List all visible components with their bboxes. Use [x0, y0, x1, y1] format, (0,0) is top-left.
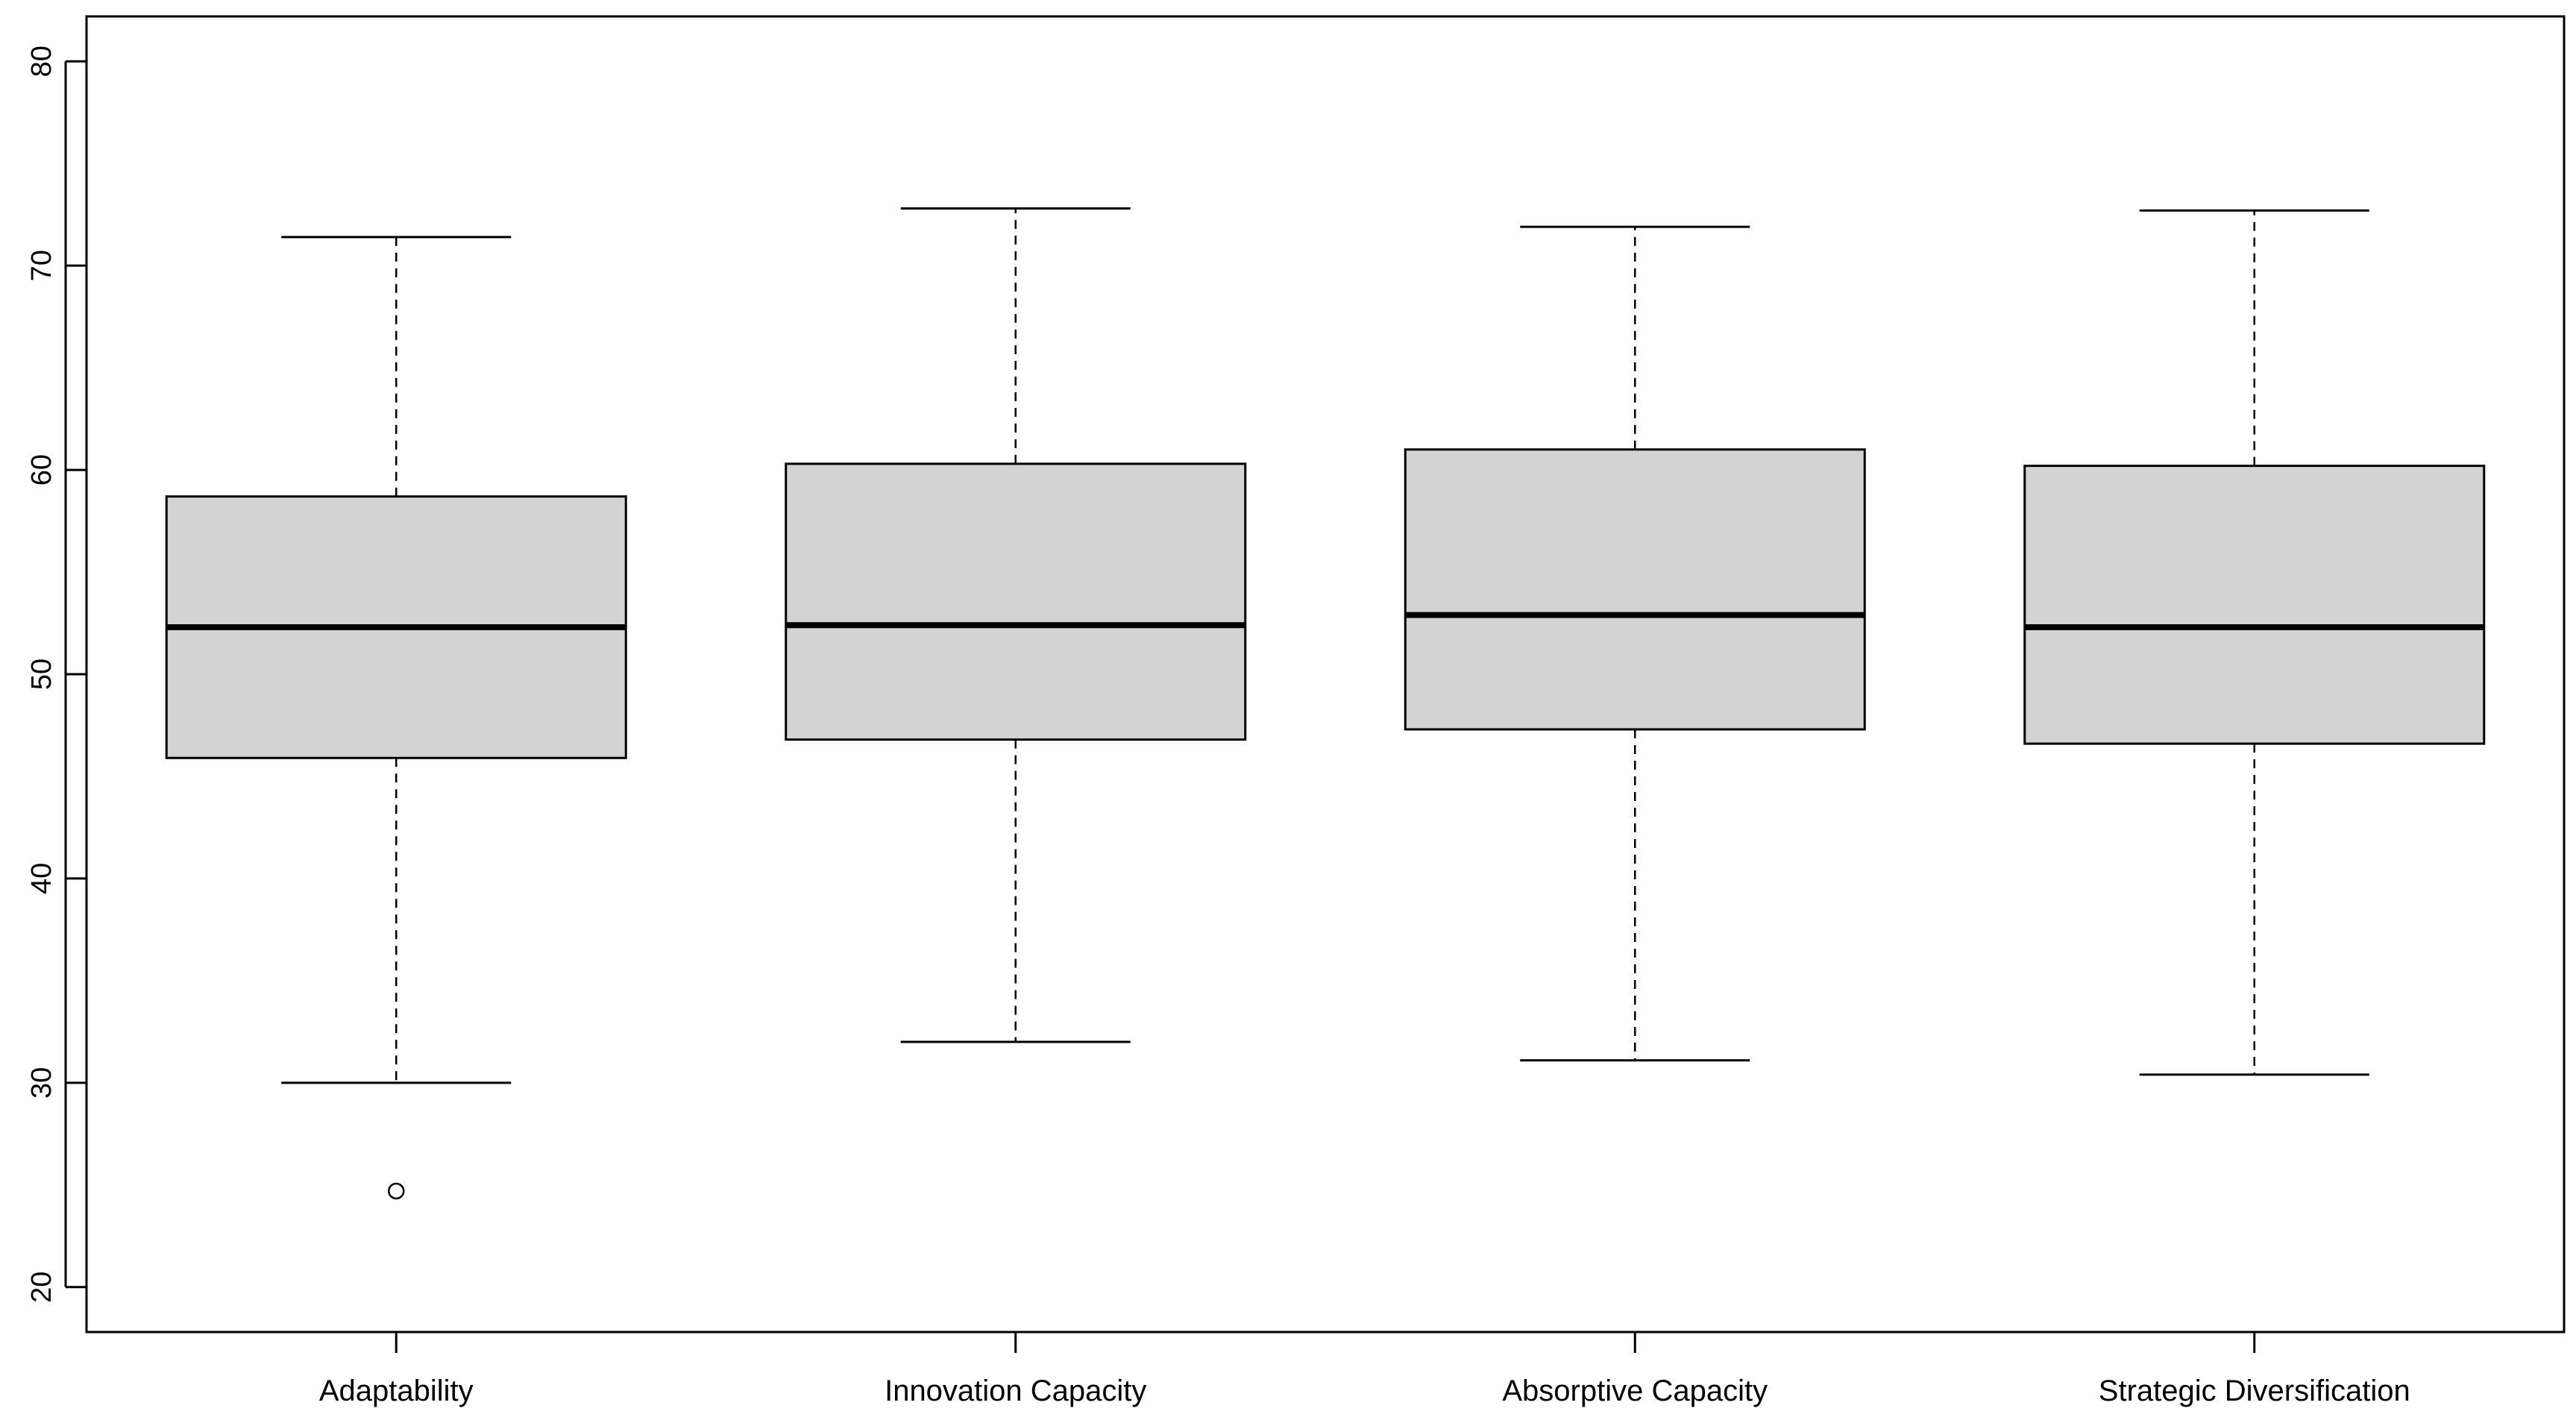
x-tick-label: Adaptability — [319, 1375, 474, 1407]
iqr-box — [2023, 465, 2486, 745]
y-tick-label: 60 — [26, 454, 57, 486]
y-tick-label: 70 — [26, 250, 57, 281]
box-0 — [165, 236, 627, 1200]
boxes-group — [165, 207, 2486, 1200]
x-tick-label: Innovation Capacity — [885, 1375, 1146, 1407]
y-tick-label: 20 — [26, 1272, 57, 1303]
x-tick-label: Absorptive Capacity — [1502, 1375, 1768, 1407]
iqr-box — [1404, 448, 1866, 731]
iqr-box — [785, 462, 1247, 741]
box-2 — [1404, 225, 1866, 1062]
box-1 — [785, 207, 1247, 1043]
y-tick-label: 30 — [26, 1067, 57, 1099]
outlier-point — [388, 1182, 405, 1200]
x-tick-label: Strategic Diversification — [2099, 1375, 2410, 1407]
box-3 — [2023, 209, 2486, 1076]
y-axis: 20 30 40 50 60 70 80 — [26, 45, 87, 1303]
y-tick-label: 50 — [26, 659, 57, 690]
y-tick-label: 40 — [26, 863, 57, 894]
x-axis: Adaptability Innovation Capacity Absorptiv… — [319, 1331, 2410, 1407]
y-tick-label: 80 — [26, 45, 57, 77]
